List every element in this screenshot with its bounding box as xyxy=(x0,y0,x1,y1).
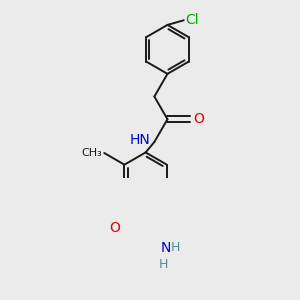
Text: O: O xyxy=(109,220,120,235)
Text: O: O xyxy=(193,112,204,126)
Text: CH₃: CH₃ xyxy=(81,148,102,158)
Text: N: N xyxy=(160,241,171,255)
Text: HN: HN xyxy=(130,133,150,147)
Text: H: H xyxy=(171,241,180,254)
Text: Cl: Cl xyxy=(185,13,199,27)
Text: H: H xyxy=(158,258,168,271)
